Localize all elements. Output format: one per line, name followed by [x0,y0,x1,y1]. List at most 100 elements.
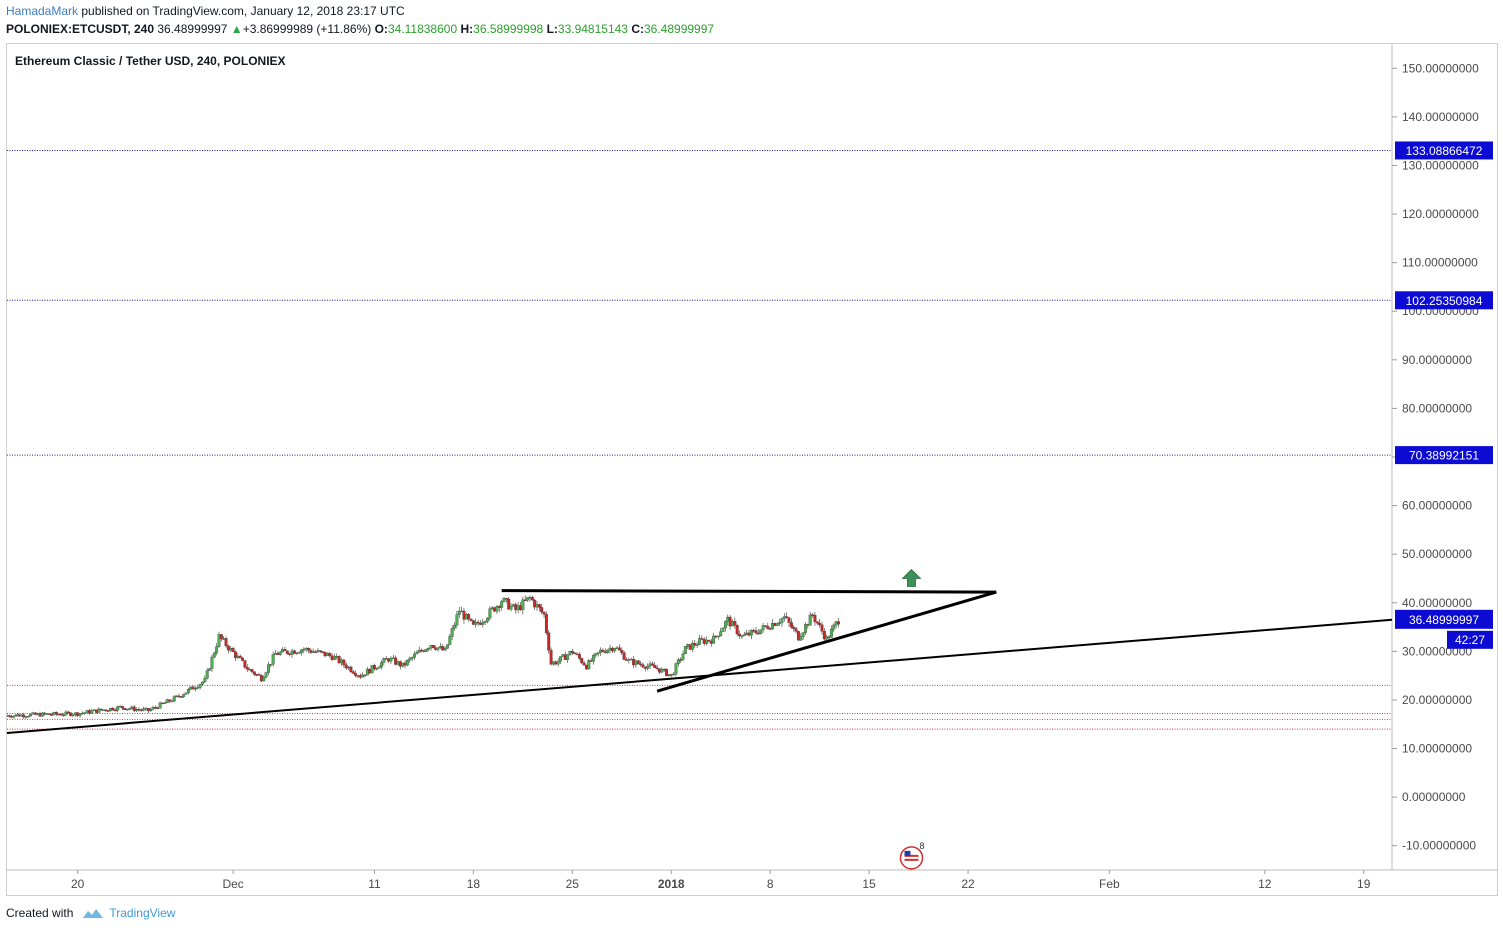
candle-body [196,687,200,689]
candle-body [186,688,190,693]
tradingview-brand-link[interactable]: TradingView [109,906,176,920]
candle-body [415,652,419,655]
flag-canton [904,850,911,856]
candle-body [526,597,530,601]
x-tick-label: 8 [767,877,774,891]
ohlc-legend: POLONIEX:ETCUSDT, 240 36.48999997 ▲+3.86… [6,21,714,37]
candle-body [436,647,440,650]
candle-body [566,654,570,660]
candle-body [184,692,188,695]
candle-body [594,653,598,656]
candle-body [351,671,355,674]
candle-body [721,627,725,632]
candle-body [241,657,244,661]
candle-body [443,648,447,651]
candle-body [29,713,33,717]
created-with-text: Created with [6,906,74,920]
candle-body [495,606,499,612]
candle-body [606,649,610,653]
candle-body [349,666,353,672]
candle-body [198,684,202,688]
x-tick-label: 15 [862,877,876,891]
candle-body [789,622,793,628]
candle-body [481,622,485,625]
candle-body [446,644,449,649]
candle-body [337,656,341,664]
candle-body [780,618,784,623]
candle-body [158,702,162,709]
candle-body [665,668,668,677]
candle-body [182,694,186,697]
candle-body [424,649,428,652]
price-chart[interactable]: Ethereum Classic / Tether USD, 240, POLO… [7,44,1497,895]
candle-body [650,663,654,666]
candle-body [530,596,534,601]
candle-body [785,616,789,618]
candle-body [292,650,296,654]
candle-body [271,654,275,665]
candle-body [7,715,11,717]
candle-body [761,625,765,630]
candle-body [193,688,197,690]
y-tick-label: 140.00000000 [1402,110,1479,124]
last-price-text: 36.48999997 [157,22,228,36]
candle-body [716,635,720,638]
y-tick-label: 0.00000000 [1402,790,1466,804]
y-tick-label: 10.00000000 [1402,742,1472,756]
candle-body [22,714,25,718]
candle-body [431,645,435,648]
candle-body [90,710,94,714]
low-label: L: [546,22,558,36]
tradingview-cloud-icon[interactable] [81,906,105,920]
publish-header: HamadaMark published on TradingView.com,… [6,3,405,19]
candle-body [808,614,812,626]
candle-body [768,628,772,630]
chart-panel[interactable]: Ethereum Classic / Tether USD, 240, POLO… [6,43,1498,896]
candle-body [372,665,376,670]
x-tick-label: Dec [222,877,243,891]
candle-body [219,634,223,639]
candle-body [542,611,546,615]
candle-body [142,708,146,711]
candle-body [66,711,70,714]
candle-body [820,624,824,632]
symbol-label: POLONIEX:ETCUSDT, 240 [6,22,155,36]
footer: Created with TradingView [6,905,175,921]
candle-body [799,636,803,641]
candle-body [829,628,833,638]
candle-body [712,635,716,644]
candle-body [278,651,282,655]
candle-body [250,669,254,672]
candle-body [794,628,798,632]
candle-body [394,657,398,665]
candle-body [224,638,228,647]
event-count: 8 [919,841,924,851]
candle-body [210,656,214,669]
candle-body [676,659,680,664]
candle-body [450,628,454,637]
candle-body [205,670,209,679]
y-tick-label: 40.00000000 [1402,596,1472,610]
candle-body [413,653,416,658]
candle-body [307,648,310,651]
candle-body [149,709,153,712]
candle-body [71,714,75,717]
candle-body [50,714,54,716]
triangle-up-icon: ▲ [230,22,243,36]
candle-body [344,664,348,669]
candle-body [766,626,770,629]
candle-body [120,706,124,709]
candle-body [641,664,645,668]
candle-body [26,716,30,718]
candle-body [201,681,204,685]
candle-body [116,706,120,711]
candle-body [264,672,268,678]
candle-body [417,649,421,653]
candle-body [735,625,739,635]
author-link[interactable]: HamadaMark [6,4,79,18]
x-tick-label: 12 [1258,877,1272,891]
candle-body [764,625,767,627]
candle-body [723,621,727,629]
candle-body [408,658,412,661]
candle-body [55,712,58,715]
